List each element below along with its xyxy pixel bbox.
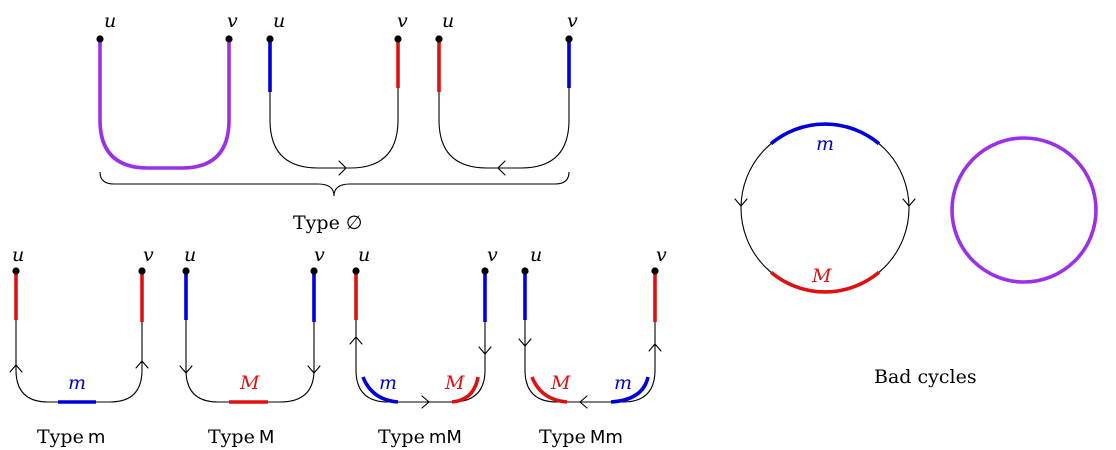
label-m: m bbox=[614, 372, 632, 394]
arrow-left-icon bbox=[497, 160, 506, 176]
type-empty-path-3: u v bbox=[435, 10, 578, 176]
vertex-u bbox=[435, 35, 443, 43]
label-M: M bbox=[550, 372, 571, 394]
thin-path bbox=[524, 320, 656, 403]
label-v: v bbox=[487, 244, 498, 266]
bad-cycle-2 bbox=[950, 136, 1098, 284]
caption-type-Mm: Type Mm bbox=[539, 426, 623, 448]
red-segment bbox=[451, 376, 480, 404]
arrow-right-icon bbox=[421, 395, 430, 409]
arrow-left-icon bbox=[579, 395, 588, 409]
arrow-down-icon bbox=[902, 198, 916, 207]
caption-type-m: Type m bbox=[37, 426, 105, 448]
vertex-u bbox=[266, 35, 274, 43]
label-u: u bbox=[442, 10, 454, 32]
red-segment bbox=[530, 376, 568, 404]
vertex-v bbox=[394, 35, 402, 43]
label-u: u bbox=[104, 10, 116, 32]
label-v: v bbox=[314, 244, 325, 266]
type-mM-path: u v m M bbox=[349, 244, 498, 409]
type-Mm-path: u v M m bbox=[518, 244, 667, 409]
type-empty-path-2: u v bbox=[266, 10, 408, 176]
arrow-up-icon bbox=[9, 364, 23, 373]
arrow-up-icon bbox=[349, 336, 363, 345]
arrow-down-icon bbox=[478, 346, 492, 355]
vertex-u bbox=[182, 267, 190, 275]
vertex-v bbox=[225, 35, 233, 43]
blue-segment bbox=[769, 122, 881, 146]
blue-segment bbox=[361, 376, 399, 404]
label-v: v bbox=[567, 10, 578, 32]
label-M: M bbox=[811, 265, 832, 287]
vertex-v bbox=[651, 267, 659, 275]
arrow-down-icon bbox=[307, 365, 321, 374]
arrow-down-icon bbox=[518, 338, 532, 347]
vertex-v bbox=[565, 35, 573, 43]
label-M: M bbox=[444, 372, 465, 394]
label-u: u bbox=[358, 244, 370, 266]
label-v: v bbox=[397, 10, 408, 32]
caption-type-empty: Type ∅ bbox=[293, 212, 362, 234]
vertex-u bbox=[352, 267, 360, 275]
red-segment bbox=[769, 270, 881, 294]
label-u: u bbox=[530, 244, 542, 266]
caption-type-mM: Type mM bbox=[378, 426, 462, 448]
label-u: u bbox=[273, 10, 285, 32]
type-m-path: u v m bbox=[9, 244, 154, 404]
label-m: m bbox=[68, 372, 86, 394]
vertex-v bbox=[138, 267, 146, 275]
label-v: v bbox=[227, 10, 238, 32]
vertex-v bbox=[481, 267, 489, 275]
arrow-right-icon bbox=[338, 160, 347, 176]
caption-type-M: Type M bbox=[208, 426, 274, 448]
thin-path bbox=[269, 88, 399, 169]
purple-cycle bbox=[950, 136, 1098, 284]
label-m: m bbox=[379, 372, 397, 394]
label-v: v bbox=[656, 244, 667, 266]
label-u: u bbox=[184, 244, 196, 266]
caption-bad-cycles: Bad cycles bbox=[874, 366, 977, 388]
vertex-u bbox=[521, 267, 529, 275]
type-M-path: u v M bbox=[179, 244, 325, 404]
vertex-u bbox=[12, 267, 20, 275]
grouping-brace bbox=[99, 171, 570, 197]
label-u: u bbox=[12, 244, 24, 266]
thin-path bbox=[355, 320, 486, 403]
arrow-down-icon bbox=[179, 365, 193, 374]
blue-segment bbox=[610, 376, 650, 404]
arrow-down-icon bbox=[734, 198, 748, 207]
vertex-u bbox=[96, 35, 104, 43]
thin-path bbox=[438, 88, 570, 169]
label-v: v bbox=[143, 244, 154, 266]
purple-path bbox=[98, 40, 231, 170]
vertex-v bbox=[310, 267, 318, 275]
arrow-up-icon bbox=[135, 360, 149, 369]
label-m: m bbox=[816, 133, 834, 155]
type-empty-path-1: u v bbox=[96, 10, 238, 170]
label-M: M bbox=[239, 372, 260, 394]
arrow-up-icon bbox=[648, 343, 662, 352]
bad-cycle-1: m M bbox=[734, 122, 916, 294]
